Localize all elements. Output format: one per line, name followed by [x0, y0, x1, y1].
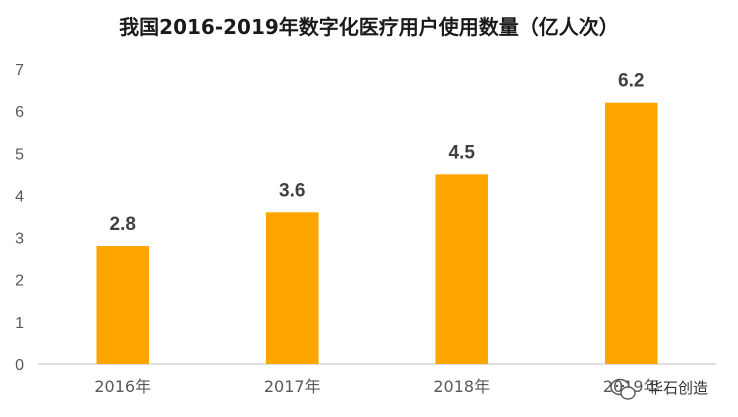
y-tick-label: 7	[15, 62, 24, 79]
bar	[265, 212, 319, 364]
y-tick-label: 5	[15, 146, 24, 163]
wechat-icon	[610, 378, 636, 400]
data-label: 2.8	[110, 214, 136, 235]
x-tick-label: 2018年	[433, 377, 490, 396]
watermark: 华石创造	[610, 378, 708, 400]
x-tick-label: 2017年	[264, 377, 321, 396]
bar	[96, 246, 150, 364]
y-tick-label: 2	[15, 273, 24, 290]
bars-group: 2.8 3.6 4.5 6.2	[96, 71, 658, 364]
data-label: 4.5	[449, 142, 476, 163]
x-tick-label: 2016年	[94, 377, 151, 396]
x-axis-ticks: 2016年 2017年 2018年 2019年	[94, 377, 659, 396]
bar	[435, 174, 489, 364]
data-label: 3.6	[279, 180, 305, 201]
y-tick-label: 3	[15, 231, 24, 248]
y-tick-label: 0	[15, 357, 24, 374]
y-tick-label: 6	[15, 104, 24, 121]
data-label: 6.2	[618, 71, 644, 92]
x-tick-label: 2019年	[603, 377, 660, 396]
chart-title: 我国2016-2019年数字化医疗用户使用数量（亿人次）	[119, 15, 619, 39]
watermark-text: 华石创造	[648, 379, 708, 397]
bar	[604, 102, 658, 364]
y-axis-ticks: 0 1 2 3 4 5 6 7	[15, 62, 24, 374]
y-tick-label: 4	[15, 188, 24, 205]
y-tick-label: 1	[15, 315, 24, 332]
